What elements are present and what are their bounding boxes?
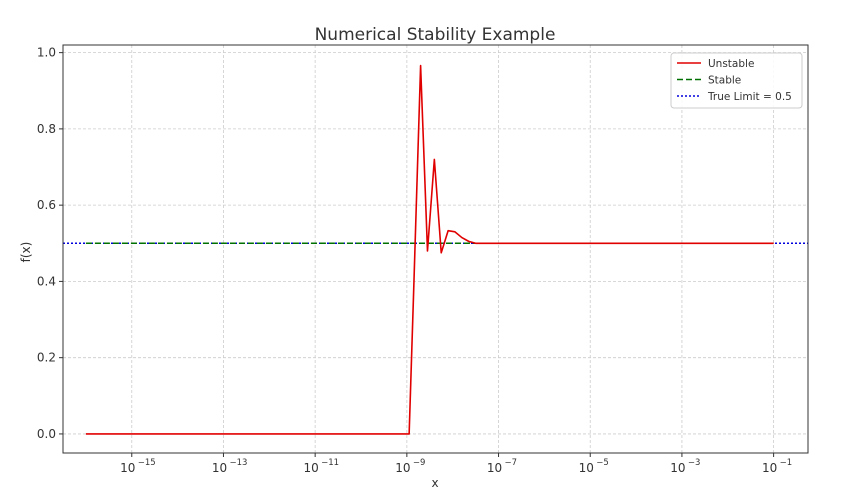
grid-lines [63,45,808,453]
series-line-unstable [85,64,774,435]
x-tick-exponent: −5 [596,458,609,468]
legend-label: Unstable [708,58,754,70]
legend-label: Stable [708,75,741,87]
legend-box [670,52,803,109]
legend: Unstable Stable True Limit = 0.5 [670,52,803,109]
x-tick-exponent: −11 [321,458,339,468]
y-tick-label: 0.6 [37,198,56,212]
plot-frame [62,44,809,454]
y-tick-label: 0.2 [37,351,56,365]
y-tick-label: 1.0 [37,46,56,60]
x-axis: 10 −15 10 −13 10 −11 10 −9 10 −7 10 −5 10 −3 10 −1 [120,453,792,475]
y-tick-label: 0.4 [37,274,56,288]
x-tick-exponent: −7 [505,458,518,468]
x-tick-label: 10 [579,461,594,475]
x-tick-exponent: −15 [138,458,156,468]
series-layer [63,64,808,435]
y-tick-label: 0.8 [37,122,56,136]
x-tick-exponent: −9 [413,458,426,468]
chart-title: Numerical Stability Example [315,25,556,45]
y-axis: 0.0 0.2 0.4 0.6 0.8 1.0 [37,46,63,441]
x-tick-exponent: −3 [688,458,701,468]
x-tick-label: 10 [120,461,135,475]
x-tick-label: 10 [670,461,685,475]
x-tick-label: 10 [487,461,502,475]
x-tick-exponent: −13 [229,458,247,468]
x-tick-label: 10 [762,461,777,475]
x-tick-label: 10 [304,461,319,475]
y-tick-label: 0.0 [37,427,56,441]
x-tick-label: 10 [395,461,410,475]
x-tick-exponent: −1 [780,458,793,468]
legend-label: True Limit = 0.5 [707,91,792,103]
x-tick-label: 10 [212,461,227,475]
y-axis-label: f(x) [19,242,33,263]
x-axis-label: x [431,476,438,490]
